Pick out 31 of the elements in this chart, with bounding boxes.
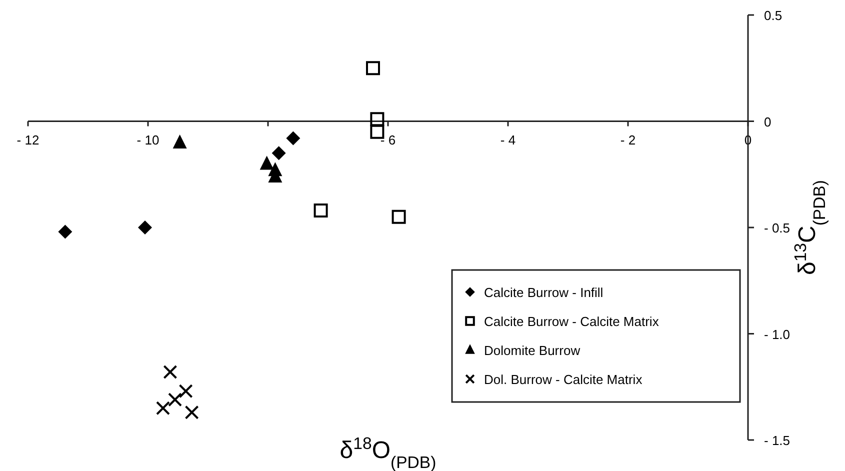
y-tick-label: - 1.5 [764, 433, 790, 448]
point [314, 204, 328, 218]
point [168, 392, 182, 407]
point [58, 224, 72, 239]
x-axis-title: δ$^{18}$O$_{(PDB)}$ [340, 434, 436, 471]
point [286, 131, 300, 146]
legend-label: Dolomite Burrow [484, 343, 581, 358]
point [172, 134, 187, 148]
point [370, 124, 384, 139]
y-tick-label: - 0.5 [764, 220, 790, 236]
point [156, 401, 170, 416]
point [272, 146, 286, 160]
legend-label: Dol. Burrow - Calcite Matrix [484, 372, 643, 387]
x-tick-label: - 4 [500, 132, 516, 148]
y-tick-label: - 1.0 [764, 326, 790, 342]
y-tick-label: 0 [764, 114, 772, 130]
point [138, 220, 152, 234]
point [178, 384, 193, 398]
point [260, 156, 274, 170]
x-tick-label: - 10 [136, 132, 160, 148]
point [392, 210, 406, 224]
x-tick-label: - 2 [620, 132, 636, 148]
point [366, 61, 380, 76]
legend-label: Calcite Burrow - Calcite Matrix [484, 314, 660, 329]
point [370, 112, 384, 126]
legend-label: Calcite Burrow - Infill [484, 285, 604, 300]
point [184, 405, 199, 420]
x-tick-label: - 12 [16, 132, 40, 148]
point [163, 365, 178, 379]
y-tick-label: 0.5 [764, 8, 782, 23]
x-tick-label: - 6 [380, 132, 396, 148]
